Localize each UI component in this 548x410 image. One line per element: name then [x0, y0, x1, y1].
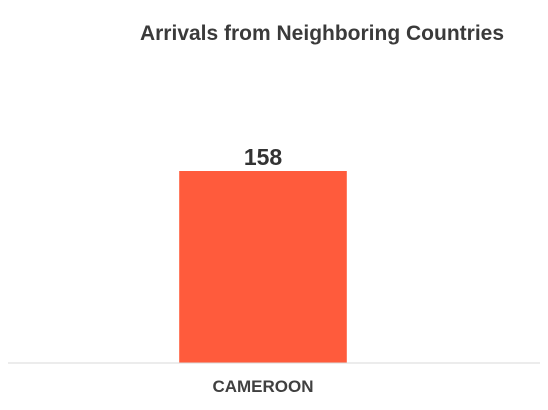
chart-title: Arrivals from Neighboring Countries	[140, 22, 504, 45]
plot-area: 158 CAMEROON	[179, 144, 347, 396]
x-tick-label: CAMEROON	[212, 377, 313, 396]
bar-cameroon	[179, 171, 347, 363]
data-label: 158	[244, 144, 283, 170]
